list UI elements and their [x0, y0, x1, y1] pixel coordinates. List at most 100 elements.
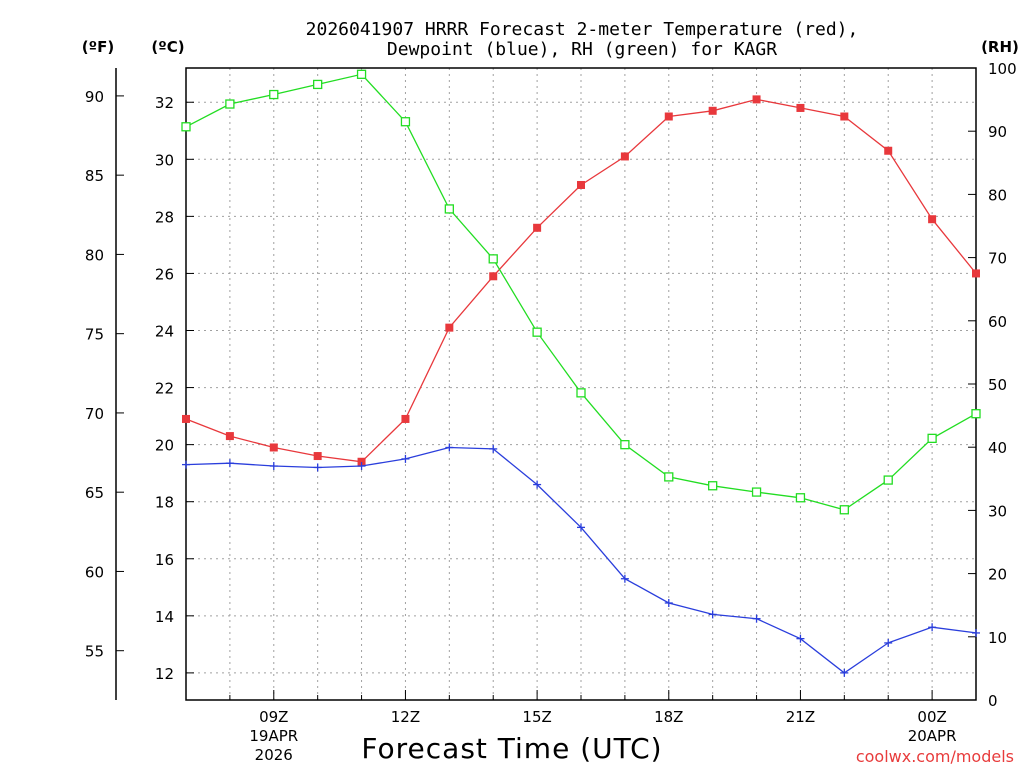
rh-tick-label: 90	[988, 123, 1007, 141]
2-meter-temperature-point	[313, 452, 322, 461]
rh-tick-label: 0	[988, 692, 998, 710]
dewpoint-point	[357, 462, 366, 471]
fahrenheit-tick-label: 80	[85, 246, 104, 264]
rh-point	[971, 409, 981, 419]
rh-point	[883, 475, 893, 485]
2-meter-temperature-point	[225, 432, 234, 441]
rh-point	[620, 440, 630, 450]
rh-tick-label: 30	[988, 502, 1007, 520]
rh-series	[181, 69, 981, 515]
2-meter-temperature-point	[182, 414, 190, 423]
2-meter-temperature-point	[489, 272, 498, 281]
2-meter-temperature-point	[620, 152, 629, 161]
fahrenheit-tick-label: 70	[85, 405, 104, 423]
2-meter-temperature-point	[884, 146, 893, 155]
fahrenheit-tick-label: 90	[85, 88, 104, 106]
rh-point	[225, 99, 235, 109]
dewpoint-point	[840, 668, 849, 677]
rh-point	[444, 204, 454, 214]
rh-point	[576, 388, 586, 398]
dewpoint-point	[752, 614, 761, 623]
x-axis-title: Forecast Time (UTC)	[361, 732, 662, 765]
rh-point	[532, 327, 542, 337]
dewpoint-point	[928, 623, 937, 632]
celsius-tick-label: 26	[155, 265, 174, 283]
dewpoint-point	[708, 610, 717, 619]
2-meter-temperature-point	[401, 414, 410, 423]
celsius-tick-label: 30	[155, 151, 174, 169]
celsius-tick-label: 24	[155, 323, 174, 341]
dewpoint-point	[445, 443, 454, 452]
celsius-tick-label: 22	[155, 380, 174, 398]
x-tick-label: 00Z	[917, 708, 946, 726]
dewpoint-point	[884, 638, 893, 647]
rh-point	[400, 117, 411, 127]
dewpoint-point	[796, 634, 805, 643]
fahrenheit-unit-label: (ºF)	[82, 38, 114, 56]
dewpoint-point	[533, 480, 542, 489]
dewpoint-point	[664, 598, 673, 607]
rh-point	[269, 89, 279, 100]
dewpoint-series	[182, 443, 980, 677]
rh-point	[313, 79, 323, 90]
fahrenheit-tick-label: 85	[85, 167, 104, 185]
celsius-tick-label: 14	[155, 608, 174, 626]
dewpoint-point	[620, 574, 629, 583]
rh-line	[185, 73, 977, 511]
rh-tick-label: 50	[988, 376, 1007, 394]
rh-point	[795, 493, 806, 503]
rh-point	[488, 254, 498, 264]
2-meter-temperature-point	[533, 223, 542, 232]
rh-point	[356, 69, 367, 79]
x-tick-date-label: 20APR	[908, 727, 957, 745]
2-meter-temperature-point	[664, 112, 673, 121]
chart-title-line-2: Dewpoint (blue), RH (green) for KAGR	[387, 39, 777, 60]
dewpoint-point	[269, 462, 278, 471]
x-tick-year-label: 2026	[255, 746, 293, 764]
x-tick-label: 21Z	[786, 708, 815, 726]
rh-point	[664, 472, 674, 482]
dewpoint-point	[972, 628, 980, 637]
chart-title-line-1: 2026041907 HRRR Forecast 2-meter Tempera…	[306, 19, 859, 40]
x-tick-label: 09Z	[259, 708, 288, 726]
axis-ticks: 12 14 16 18 20 22 24 26 28 30 32 55 60 65 70 75 80 85 90 0 1…	[85, 60, 1017, 764]
rh-point	[751, 487, 762, 497]
celsius-tick-label: 32	[155, 94, 174, 112]
dewpoint-point	[225, 459, 234, 468]
2-meter-temperature-point	[577, 180, 585, 189]
dewpoint-point	[313, 463, 322, 472]
rh-point	[181, 122, 191, 132]
dewpoint-point	[577, 523, 585, 532]
rh-tick-label: 80	[988, 186, 1007, 204]
2-meter-temperature-point	[269, 443, 278, 452]
data-series	[181, 69, 981, 677]
rh-point	[839, 505, 849, 515]
rh-tick-label: 40	[988, 439, 1007, 457]
fahrenheit-tick-label: 75	[85, 326, 104, 344]
celsius-unit-label: (ºC)	[151, 38, 184, 56]
2-meter-temperature-point	[708, 106, 717, 115]
celsius-tick-label: 20	[155, 437, 174, 455]
fahrenheit-tick-label: 55	[85, 643, 104, 661]
rh-tick-label: 20	[988, 566, 1007, 584]
celsius-tick-label: 12	[155, 665, 174, 683]
rh-point	[927, 433, 937, 444]
2-meter-temperature-point	[445, 323, 454, 332]
credit-text: coolwx.com/models	[856, 747, 1014, 766]
gridlines	[186, 68, 976, 700]
2-meter-temperature-point	[796, 103, 805, 112]
fahrenheit-tick-label: 60	[85, 563, 104, 581]
x-tick-label: 18Z	[654, 708, 683, 726]
celsius-tick-label: 16	[155, 551, 174, 569]
rh-tick-label: 70	[988, 250, 1007, 268]
2-meter-temperature-point	[928, 215, 937, 224]
rh-tick-label: 60	[988, 313, 1007, 331]
celsius-tick-label: 28	[155, 208, 174, 226]
rh-tick-label: 10	[988, 629, 1007, 647]
rh-tick-label: 100	[988, 60, 1017, 78]
rh-unit-label: (RH)	[981, 38, 1019, 56]
2-meter-temperature-point	[357, 457, 366, 466]
2-meter-temperature-series	[182, 95, 980, 466]
celsius-tick-label: 18	[155, 494, 174, 512]
